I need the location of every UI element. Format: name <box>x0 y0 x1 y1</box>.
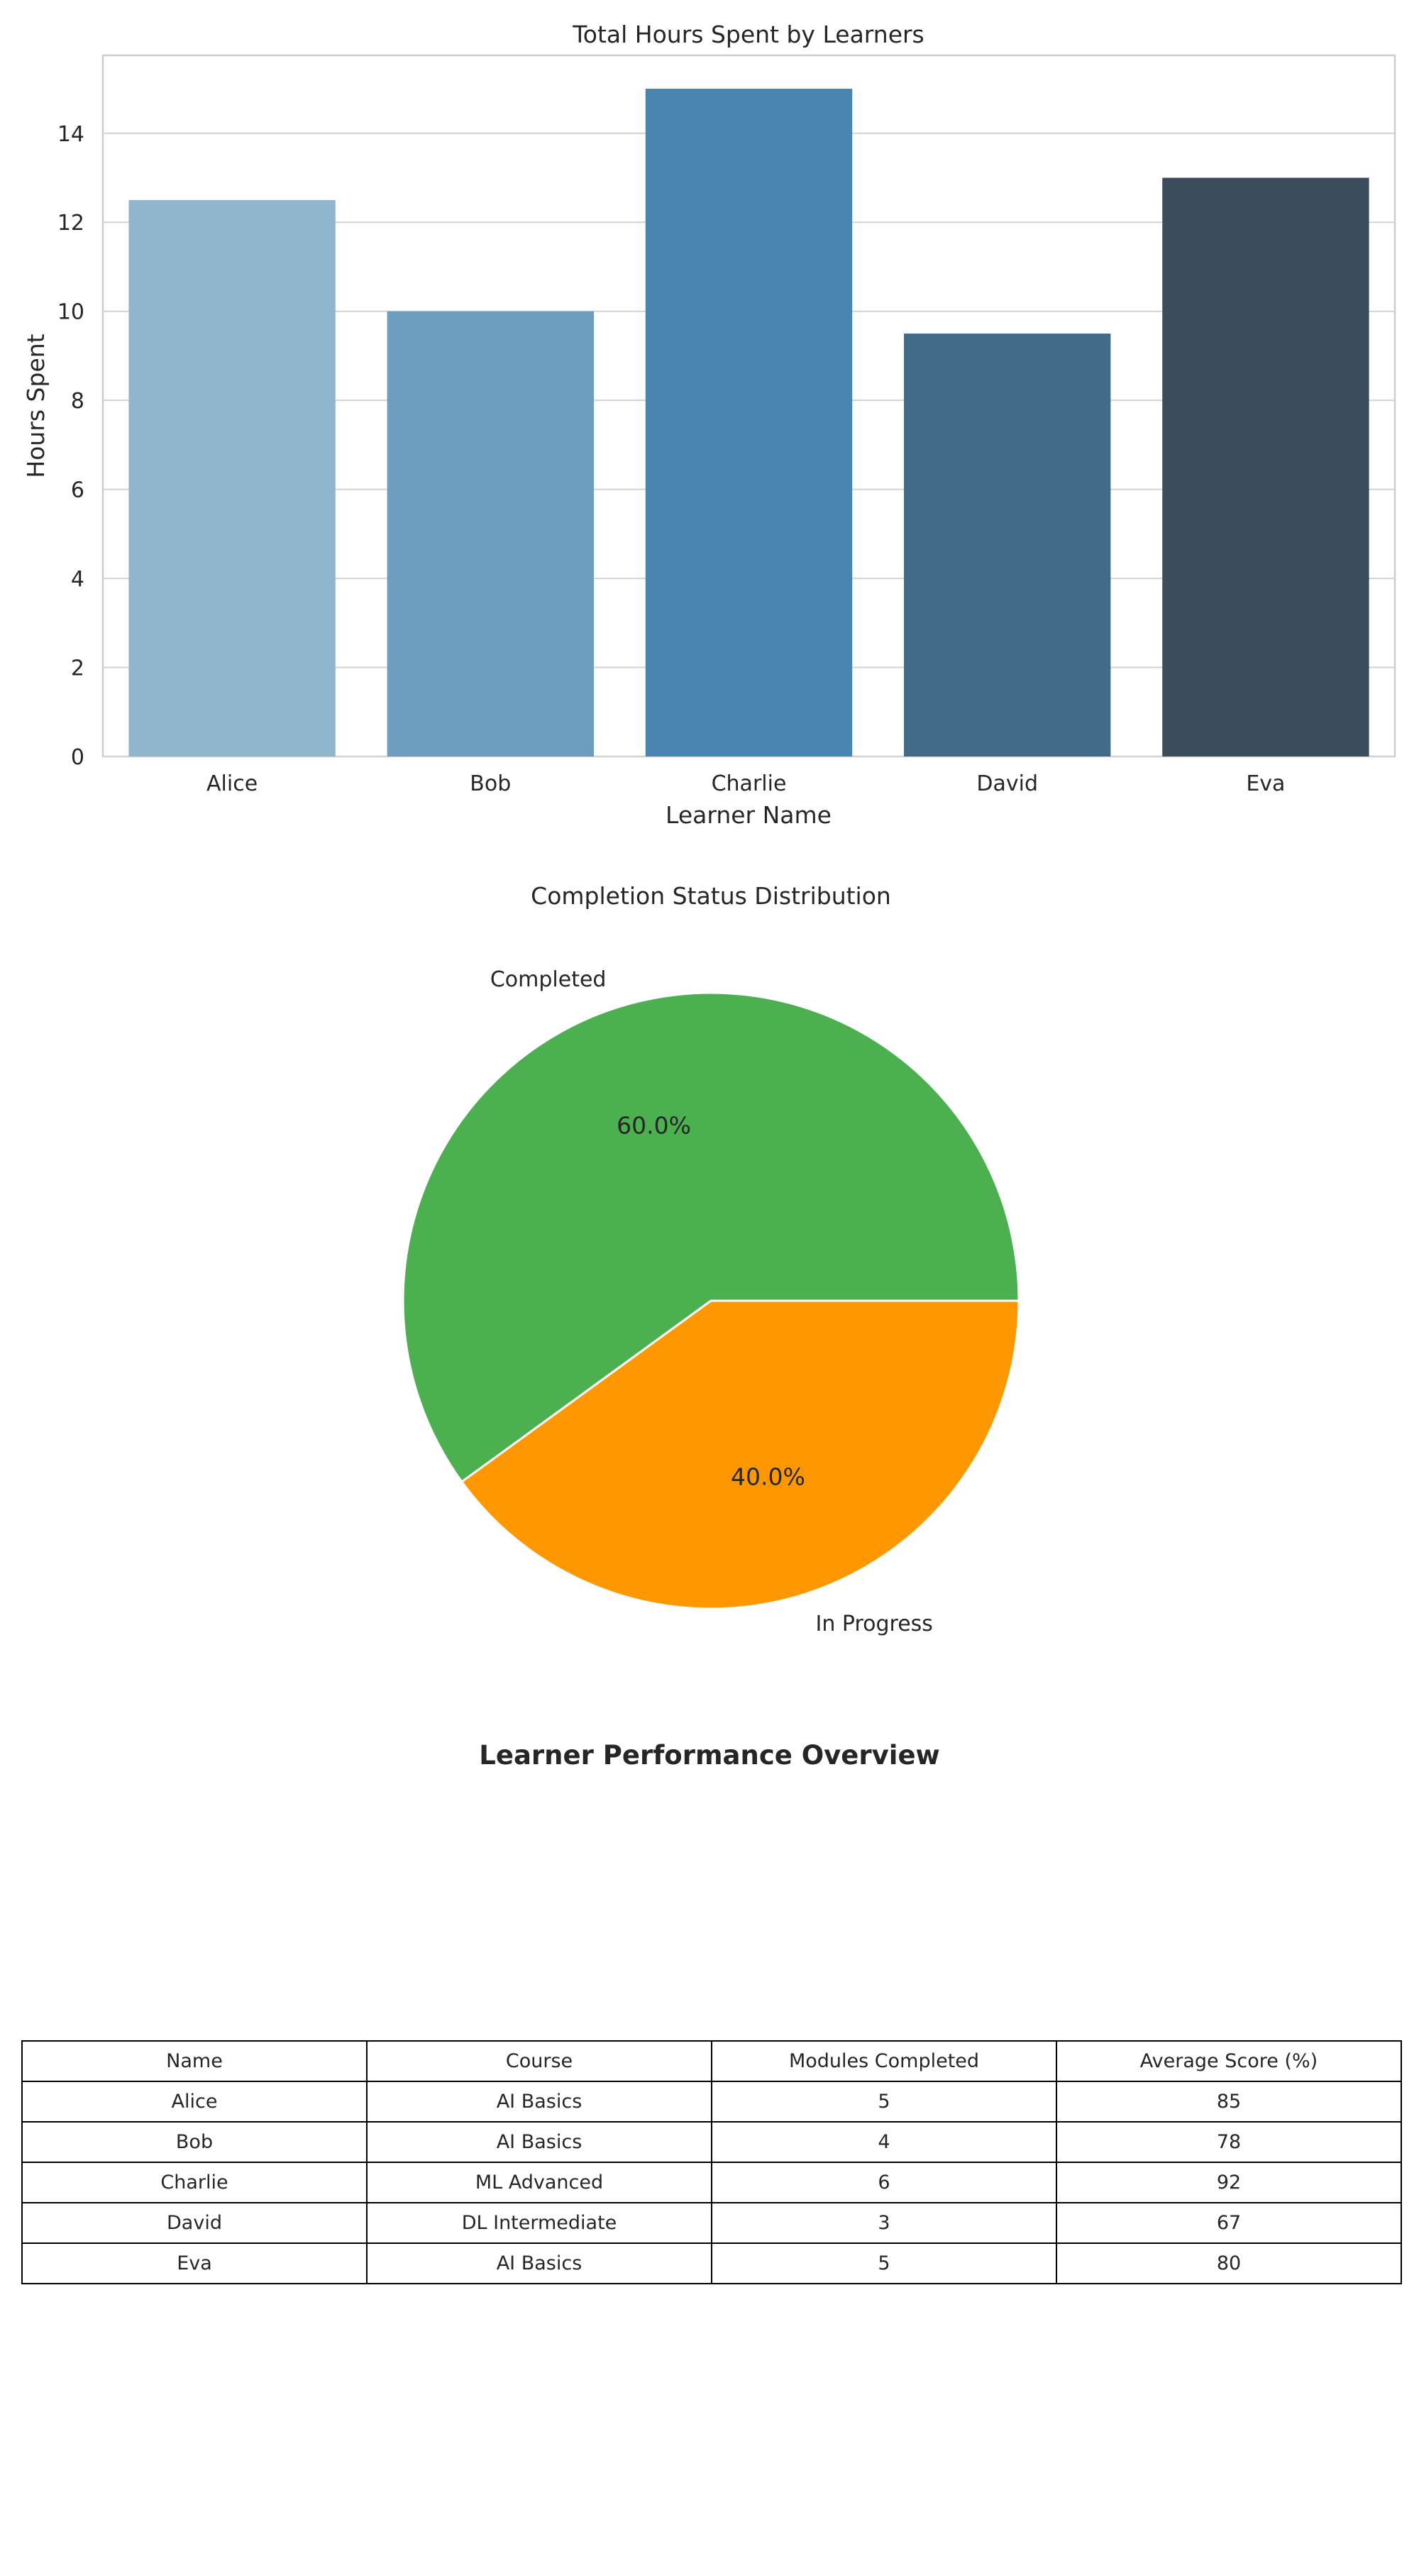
table-header-row: Name Course Modules Completed Average Score… <box>21 2040 1402 2082</box>
x-tick-label: Eva <box>1246 771 1285 796</box>
y-tick-label: 2 <box>71 656 84 681</box>
table-cell: Alice <box>21 2081 368 2123</box>
table-cell: 5 <box>711 2242 1057 2284</box>
pie-slices <box>402 991 1020 1610</box>
bars <box>128 89 1369 757</box>
x-tick-labels: Alice Bob Charlie David Eva <box>206 771 1285 796</box>
table-row: David DL Intermediate 3 67 <box>21 2202 1402 2244</box>
y-tick-label: 4 <box>71 567 84 592</box>
y-tick-label: 14 <box>57 122 84 147</box>
table-row: Eva AI Basics 5 80 <box>21 2242 1402 2284</box>
table-cell: 80 <box>1056 2242 1402 2284</box>
column-header: Average Score (%) <box>1056 2040 1402 2082</box>
pie-slice-in-progress <box>460 1299 1020 1610</box>
table-cell: AI Basics <box>366 2121 712 2163</box>
pie-labels: Completed 60.0% In Progress 40.0% <box>490 967 933 1636</box>
table-cell: David <box>21 2202 368 2244</box>
pie-chart-title: Completion Status Distribution <box>531 882 891 910</box>
table-cell: 92 <box>1056 2162 1402 2203</box>
y-tick-label: 10 <box>57 300 84 325</box>
y-tick-label: 0 <box>71 745 84 770</box>
table-cell: AI Basics <box>366 2242 712 2284</box>
table-cell: Charlie <box>21 2162 368 2203</box>
table-cell: Eva <box>21 2242 368 2284</box>
table-cell: 6 <box>711 2162 1057 2203</box>
x-tick-label: David <box>976 771 1038 796</box>
bar-eva <box>1162 177 1369 756</box>
y-axis-label: Hours Spent <box>22 334 50 478</box>
x-tick-label: Bob <box>470 771 511 796</box>
pie-label-in-progress: In Progress <box>816 1612 933 1636</box>
x-tick-label: Charlie <box>712 771 787 796</box>
y-tick-labels: 0 2 4 6 8 10 12 14 <box>57 122 84 770</box>
y-tick-label: 12 <box>57 211 84 236</box>
table-cell: ML Advanced <box>366 2162 712 2203</box>
pie-percent-in-progress: 40.0% <box>731 1463 805 1491</box>
table-cell: 4 <box>711 2121 1057 2163</box>
table-row: Alice AI Basics 5 85 <box>21 2081 1402 2123</box>
table-row: Charlie ML Advanced 6 92 <box>21 2162 1402 2203</box>
table-row: Bob AI Basics 4 78 <box>21 2121 1402 2163</box>
x-tick-label: Alice <box>206 771 258 796</box>
table-cell: AI Basics <box>366 2081 712 2123</box>
table-cell: 3 <box>711 2202 1057 2244</box>
pie-chart: Completion Status Distribution Completed… <box>402 882 1020 1636</box>
pie-percent-completed: 60.0% <box>617 1111 691 1139</box>
table-cell: DL Intermediate <box>366 2202 712 2244</box>
pie-label-completed: Completed <box>490 967 607 992</box>
table-body: Alice AI Basics 5 85 Bob AI Basics 4 78 Charlie M… <box>21 2081 1402 2284</box>
bar-chart: Total Hours Spent by Learners 0 2 4 6 8 10 12 1… <box>22 21 1396 829</box>
table-cell: 5 <box>711 2081 1057 2123</box>
bar-david <box>904 334 1111 757</box>
table-cell: 85 <box>1056 2081 1402 2123</box>
column-header: Course <box>366 2040 712 2082</box>
table-title: Learner Performance Overview <box>479 1740 940 1771</box>
table-cell: 78 <box>1056 2121 1402 2163</box>
y-tick-label: 8 <box>71 389 84 414</box>
bar-charlie <box>645 89 853 757</box>
x-axis-label: Learner Name <box>666 801 832 829</box>
y-tick-label: 6 <box>71 478 84 503</box>
table-cell: 67 <box>1056 2202 1402 2244</box>
column-header: Modules Completed <box>711 2040 1057 2082</box>
bar-alice <box>128 199 336 756</box>
table-cell: Bob <box>21 2121 368 2163</box>
pie-slice-completed <box>402 991 1020 1483</box>
bar-bob <box>387 311 594 756</box>
column-header: Name <box>21 2040 368 2082</box>
performance-table: Name Course Modules Completed Average Score… <box>21 2040 1402 2284</box>
bar-chart-title: Total Hours Spent by Learners <box>572 21 924 48</box>
